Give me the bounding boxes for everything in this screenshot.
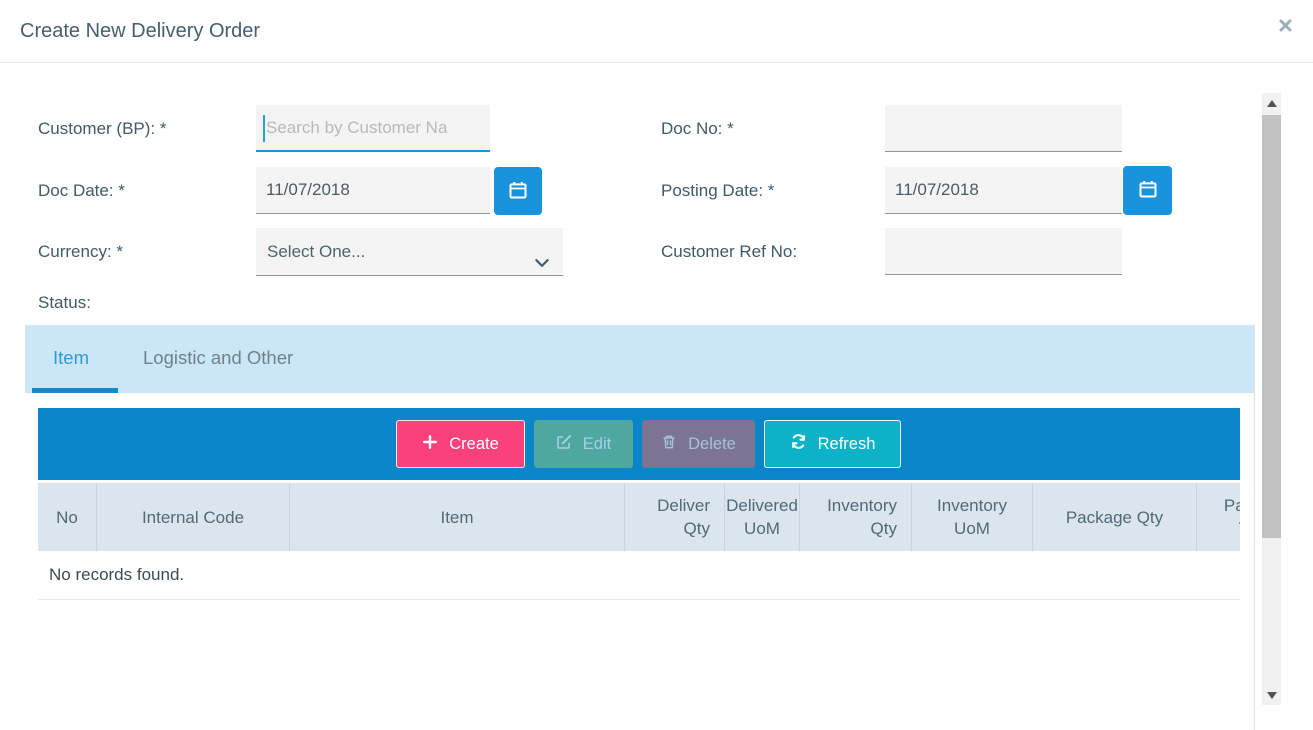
create-button-label: Create	[449, 434, 499, 453]
tab-item[interactable]: Item	[53, 347, 89, 368]
chevron-down-icon	[533, 243, 551, 290]
close-icon	[1278, 19, 1293, 36]
grid-toolbar: Create Edit Delete Refresh	[38, 408, 1240, 480]
doc-date-input[interactable]	[256, 167, 490, 214]
column-header-package-type: Package Type	[1223, 496, 1240, 538]
status-label: Status:	[38, 293, 91, 312]
tab-bar: Item Logistic and Other	[25, 325, 1254, 393]
toolbar-button-group: Create Edit Delete Refresh	[396, 420, 901, 468]
panel-right-border	[1254, 325, 1255, 730]
create-button[interactable]: Create	[396, 420, 525, 468]
calendar-icon	[508, 180, 528, 203]
doc-no-label: Doc No: *	[661, 119, 734, 138]
doc-date-calendar-button[interactable]	[494, 167, 542, 215]
currency-label: Currency: *	[38, 242, 124, 261]
column-header-package-qty: Package Qty	[1033, 483, 1197, 551]
triangle-up-icon	[1266, 99, 1277, 107]
delete-button[interactable]: Delete	[642, 420, 755, 468]
posting-date-input[interactable]	[885, 167, 1122, 214]
vertical-scrollbar[interactable]	[1262, 93, 1281, 705]
edit-pencil-icon	[556, 434, 572, 455]
triangle-down-icon	[1266, 691, 1277, 699]
column-header-delivered-uom: Delivered UoM	[725, 483, 800, 551]
refresh-button[interactable]: Refresh	[764, 420, 901, 468]
plus-icon	[422, 434, 438, 455]
text-caret	[263, 115, 265, 142]
posting-date-calendar-button[interactable]	[1123, 166, 1172, 215]
customer-ref-no-input[interactable]	[885, 228, 1122, 275]
calendar-icon	[1138, 179, 1158, 202]
no-records-row: No records found.	[38, 551, 1240, 600]
scroll-up-button[interactable]	[1262, 93, 1281, 113]
edit-button-label: Edit	[582, 434, 612, 453]
refresh-icon	[790, 433, 807, 455]
trash-icon	[661, 434, 677, 455]
customer-search-input[interactable]	[256, 105, 490, 152]
refresh-button-label: Refresh	[817, 434, 876, 453]
scrollbar-thumb[interactable]	[1262, 115, 1281, 538]
scroll-down-button[interactable]	[1262, 685, 1281, 705]
doc-no-input[interactable]	[885, 105, 1122, 152]
customer-ref-no-label: Customer Ref No:	[661, 242, 798, 261]
modal-title: Create New Delivery Order	[20, 20, 261, 42]
column-header-no: No	[38, 483, 97, 551]
doc-date-label: Doc Date: *	[38, 181, 125, 200]
edit-button[interactable]: Edit	[534, 420, 633, 468]
modal-header: Create New Delivery Order	[0, 0, 1313, 63]
currency-selected-value: Select One...	[267, 242, 366, 261]
customer-bp-label: Customer (BP): *	[38, 119, 167, 138]
tab-logistic-and-other[interactable]: Logistic and Other	[143, 347, 294, 368]
delete-button-label: Delete	[688, 434, 736, 453]
currency-select[interactable]: Select One...	[256, 228, 563, 276]
active-tab-indicator	[32, 388, 118, 393]
column-header-deliver-qty: Deliver Qty	[625, 483, 725, 551]
column-header-inventory-qty: Inventory Qty	[800, 483, 912, 551]
column-header-item: Item	[290, 483, 625, 551]
column-header-internal-code: Internal Code	[97, 483, 290, 551]
posting-date-label: Posting Date: *	[661, 181, 775, 200]
close-button[interactable]	[1276, 18, 1294, 36]
items-table-header: No Internal Code Item Deliver Qty Delive…	[38, 483, 1240, 551]
column-header-inventory-uom: Inventory UoM	[912, 483, 1033, 551]
